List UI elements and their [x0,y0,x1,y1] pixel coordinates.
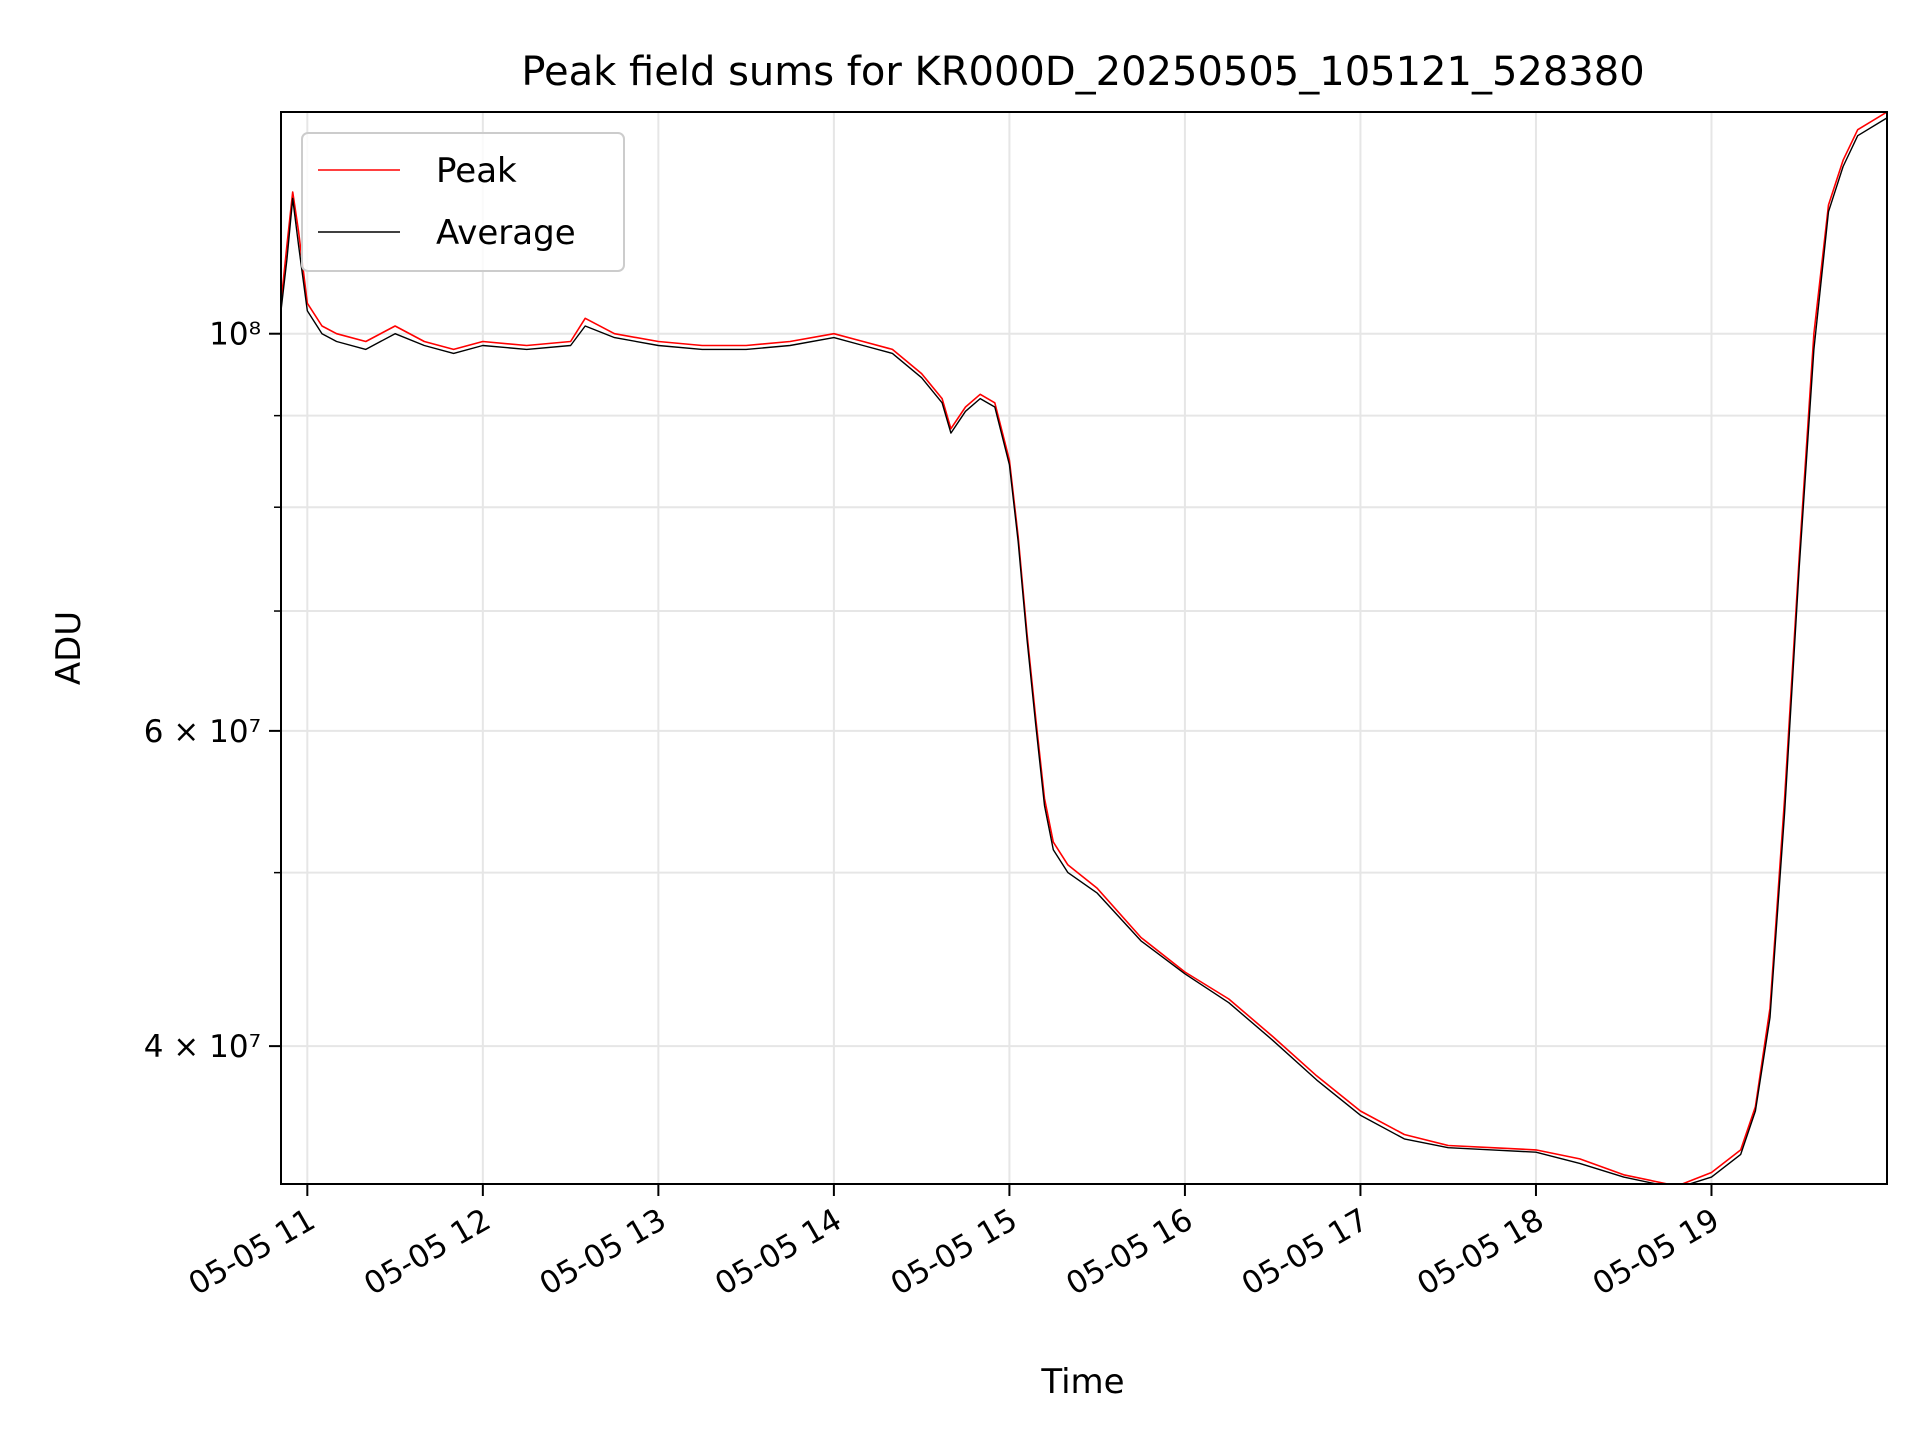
y-tick-label-0: 4 × 10⁷ [144,1029,261,1065]
legend-label-average: Average [436,213,576,253]
x-axis-label: Time [1040,1362,1124,1402]
y-tick-label-2: 10⁸ [209,317,261,353]
legend: Peak Average [301,132,625,272]
y-axis-label: ADU [49,611,89,685]
legend-label-peak: Peak [436,151,517,191]
grid-lines [281,112,1887,1184]
y-tick-label-1: 6 × 10⁷ [144,714,261,750]
chart-title: Peak field sums for KR000D_20250505_1051… [521,49,1644,95]
y-axis-ticks: 4 × 10⁷ 6 × 10⁷ 10⁸ [144,317,281,1065]
series-layer [281,112,1887,1184]
plot-frame [280,111,1888,1185]
legend-box [301,132,625,272]
series-line-average [281,117,1887,1184]
